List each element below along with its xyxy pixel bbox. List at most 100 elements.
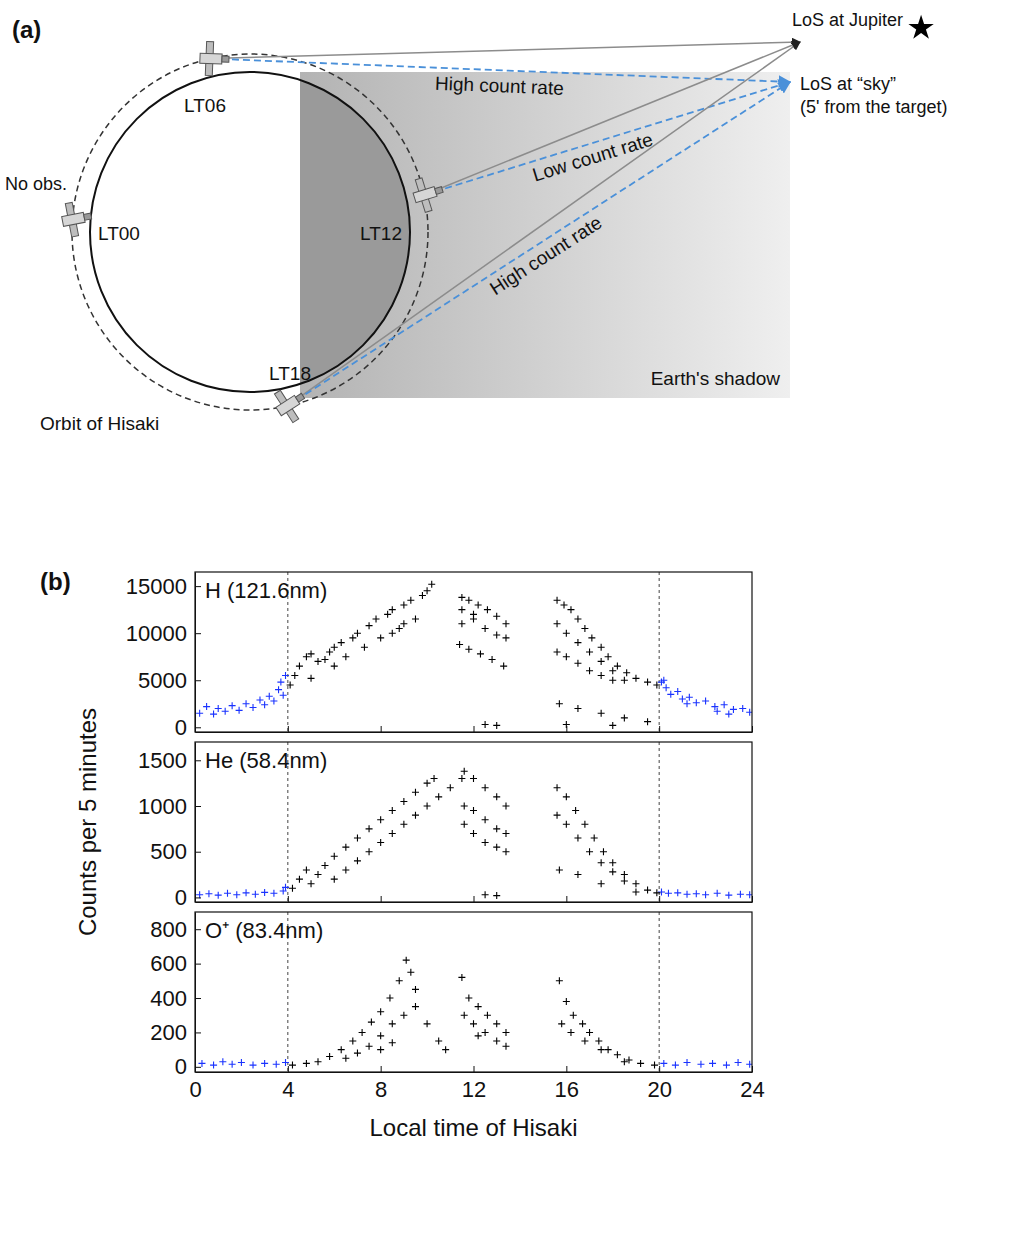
data-point: [574, 616, 581, 623]
data-point: [600, 848, 607, 855]
data-point: [354, 630, 361, 637]
data-point: [315, 1058, 322, 1065]
data-point: [644, 718, 651, 725]
data-point: [338, 1046, 345, 1053]
data-point: [389, 807, 396, 814]
data-point: [572, 807, 579, 814]
y-tick-mark: [195, 929, 201, 930]
data-point: [574, 660, 581, 667]
hisaki-satellite: [199, 41, 229, 76]
y-tick: 10000: [126, 621, 201, 646]
data-point: [461, 768, 468, 775]
reference-line: [659, 912, 660, 1072]
data-point: [586, 1029, 593, 1036]
data-point: [289, 885, 296, 892]
data-point: [250, 1062, 257, 1069]
data-point: [250, 704, 257, 711]
data-point: [475, 601, 482, 608]
data-point: [431, 775, 438, 782]
data-point: [660, 1060, 667, 1067]
y-tick: 500: [150, 839, 201, 864]
x-tick: 20: [647, 1066, 671, 1102]
data-point: [342, 867, 349, 874]
x-tick-label: 0: [189, 1077, 201, 1102]
y-axis-line: [195, 913, 196, 1073]
data-point: [586, 667, 593, 674]
x-tick-mark: [752, 726, 753, 732]
data-point: [653, 889, 660, 896]
data-point: [621, 677, 628, 684]
data-point: [482, 839, 489, 846]
data-point: [674, 889, 681, 896]
telescope: [295, 393, 304, 402]
y-tick: 5000: [138, 668, 201, 693]
data-point: [709, 1060, 716, 1067]
x-tick-label: 8: [375, 1077, 387, 1102]
data-point: [632, 880, 639, 887]
panel-title: He (58.4nm): [205, 748, 327, 773]
data-point: [389, 630, 396, 637]
diagram-label: LT06: [184, 95, 226, 116]
data-point: [198, 1060, 205, 1067]
data-point: [407, 597, 414, 604]
data-point: [458, 620, 465, 627]
data-point: [407, 969, 414, 976]
y-tick-label: 0: [175, 715, 187, 740]
data-point: [308, 650, 315, 657]
data-point: [435, 1038, 442, 1045]
data-point: [725, 711, 732, 718]
data-point: [277, 679, 284, 686]
x-tick: [659, 896, 660, 902]
data-point: [477, 650, 484, 657]
earth-shadow: [300, 72, 790, 398]
diagram-label: LT18: [269, 363, 311, 384]
y-tick-mark: [195, 1067, 201, 1068]
x-axis-line: [196, 732, 753, 733]
y-tick: 800: [150, 917, 201, 942]
data-point: [621, 877, 628, 884]
data-point: [579, 1020, 586, 1027]
data-point: [563, 630, 570, 637]
count-rate-label: High count rate: [486, 212, 606, 299]
data-point: [686, 694, 693, 701]
data-point: [730, 706, 737, 713]
y-tick-mark: [195, 760, 201, 761]
data-point: [456, 641, 463, 648]
y-tick-mark: [195, 680, 201, 681]
data-point: [567, 1029, 574, 1036]
data-point: [280, 692, 287, 699]
data-point: [484, 1012, 491, 1019]
data-point: [598, 658, 605, 665]
data-point: [419, 592, 426, 599]
data-point: [321, 862, 328, 869]
x-tick: [474, 726, 475, 732]
y-tick: 600: [150, 951, 201, 976]
data-point: [238, 1059, 245, 1066]
data-point: [653, 681, 660, 688]
data-point: [326, 1053, 333, 1060]
data-point: [366, 848, 373, 855]
data-point: [424, 803, 431, 810]
data-point: [625, 1056, 632, 1063]
data-point: [586, 649, 593, 656]
data-point: [315, 658, 322, 665]
data-point: [412, 812, 419, 819]
data-point: [475, 1032, 482, 1039]
data-point: [554, 784, 561, 791]
x-tick: [752, 896, 753, 902]
data-point: [389, 1039, 396, 1046]
data-point: [581, 625, 588, 632]
x-tick-mark: [381, 726, 382, 732]
data-point: [424, 587, 431, 594]
panel-title: H (121.6nm): [205, 578, 327, 603]
data-point: [556, 977, 563, 984]
data-point: [667, 691, 674, 698]
data-point: [482, 891, 489, 898]
data-point: [366, 1043, 373, 1050]
data-point: [377, 1032, 384, 1039]
data-point: [461, 803, 468, 810]
data-point: [289, 1062, 296, 1069]
data-point: [261, 889, 268, 896]
data-point: [461, 821, 468, 828]
data-point: [567, 606, 574, 613]
